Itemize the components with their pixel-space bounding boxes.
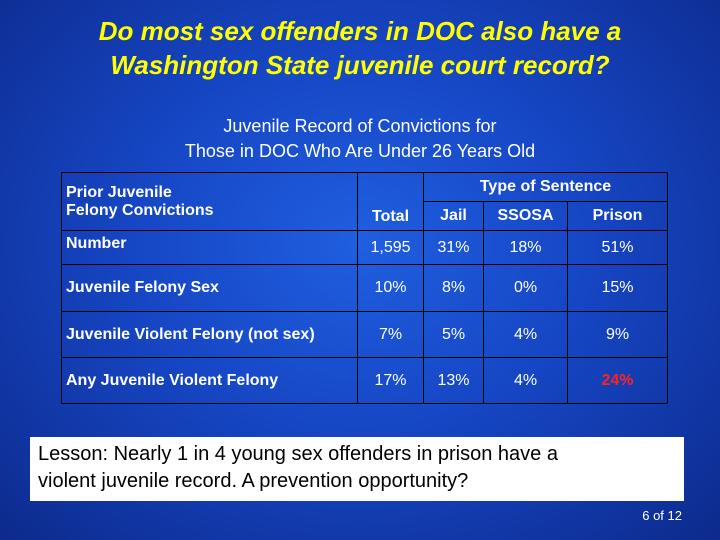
caption-line-1: Juvenile Record of Convictions for — [223, 116, 497, 136]
cell-ssosa: 4% — [483, 357, 568, 404]
col-header-ssosa: SSOSA — [483, 201, 568, 231]
title-line-1: Do most sex offenders in DOC also have a — [98, 16, 622, 46]
cell-ssosa: 0% — [483, 264, 568, 312]
row-label: Juvenile Violent Felony (not sex) — [61, 311, 358, 358]
lesson-line-1: Lesson: Nearly 1 in 4 young sex offender… — [38, 443, 558, 465]
row-label: Any Juvenile Violent Felony — [61, 357, 358, 404]
table-row: Any Juvenile Violent Felony 17% 13% 4% 2… — [61, 357, 668, 404]
cell-prison: 9% — [567, 311, 668, 358]
table-caption: Juvenile Record of Convictions for Those… — [0, 114, 720, 164]
table-row: Juvenile Felony Sex 10% 8% 0% 15% — [61, 264, 668, 312]
subheader-row: Jail SSOSA Prison — [62, 201, 668, 231]
cell-jail: 8% — [423, 264, 484, 312]
row-label: Juvenile Felony Sex — [61, 264, 358, 312]
caption-line-2: Those in DOC Who Are Under 26 Years Old — [184, 141, 536, 161]
type-of-sentence-header: Type of Sentence — [423, 172, 668, 202]
cell-jail: 13% — [423, 357, 484, 404]
table-row: Number 1,595 31% 18% 51% — [61, 230, 668, 265]
cell-ssosa: 18% — [483, 230, 568, 265]
row-header-line-1: Prior Juvenile — [66, 183, 172, 201]
cell-prison: 15% — [567, 264, 668, 312]
lesson-box: Lesson: Nearly 1 in 4 young sex offender… — [30, 437, 684, 501]
cell-jail: 31% — [423, 230, 484, 265]
table-row: Juvenile Violent Felony (not sex) 7% 5% … — [61, 311, 668, 358]
header-row: Prior Juvenile Felony Convictions Total … — [61, 172, 668, 231]
cell-jail: 5% — [423, 311, 484, 358]
row-header-label: Prior Juvenile Felony Convictions — [61, 172, 358, 231]
row-label: Number — [61, 230, 358, 265]
col-header-prison: Prison — [567, 201, 668, 231]
cell-prison: 51% — [567, 230, 668, 265]
cell-total: 17% — [357, 357, 424, 404]
row-header-line-2: Felony Convictions — [66, 201, 214, 219]
lesson-line-2: violent juvenile record. A prevention op… — [38, 470, 469, 492]
cell-ssosa: 4% — [483, 311, 568, 358]
cell-total: 1,595 — [357, 230, 424, 265]
convictions-table: Prior Juvenile Felony Convictions Total … — [61, 172, 668, 404]
cell-total: 7% — [357, 311, 424, 358]
cell-prison-highlight: 24% — [567, 357, 668, 404]
slide-title: Do most sex offenders in DOC also have a… — [0, 14, 720, 82]
col-header-jail: Jail — [423, 201, 484, 231]
title-line-2: Washington State juvenile court record? — [110, 50, 610, 80]
cell-total: 10% — [357, 264, 424, 312]
page-number: 6 of 12 — [642, 508, 682, 523]
col-header-total: Total — [357, 172, 424, 231]
